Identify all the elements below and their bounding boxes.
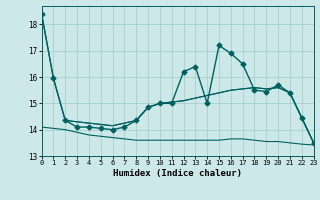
X-axis label: Humidex (Indice chaleur): Humidex (Indice chaleur) [113,169,242,178]
